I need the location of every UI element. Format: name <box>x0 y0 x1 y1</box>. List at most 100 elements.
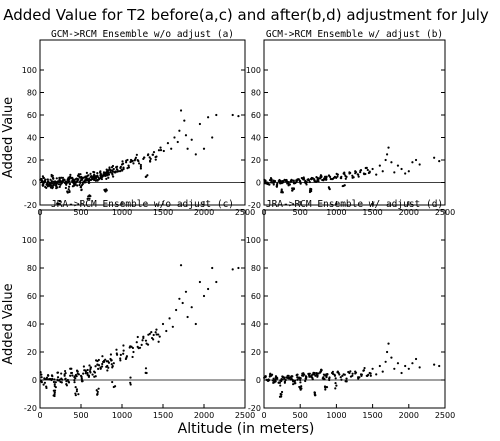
data-point <box>112 362 115 365</box>
data-point <box>272 377 275 380</box>
data-point <box>88 177 91 180</box>
data-point <box>52 177 55 180</box>
data-point <box>49 186 52 189</box>
data-point <box>88 181 91 184</box>
data-point <box>171 325 174 328</box>
data-point <box>307 178 310 181</box>
data-point <box>280 378 283 381</box>
data-point <box>139 163 142 167</box>
data-point <box>411 161 414 164</box>
data-point <box>173 136 176 139</box>
data-point <box>287 184 290 187</box>
data-point <box>211 136 214 139</box>
y-tick-label: -20 <box>24 201 37 210</box>
data-point <box>84 181 87 184</box>
data-point <box>384 360 387 363</box>
data-point <box>157 149 161 152</box>
data-point <box>357 377 360 380</box>
data-point <box>65 380 68 383</box>
data-point <box>76 370 79 373</box>
data-point <box>42 176 45 180</box>
data-point <box>289 378 292 381</box>
x-tick-label: 1500 <box>153 208 173 217</box>
data-point <box>375 173 378 176</box>
panel-title: JRA->RCM Ensemble w/ adjust (d) <box>266 199 443 210</box>
data-point <box>147 333 150 336</box>
data-point <box>105 360 108 363</box>
data-point <box>127 166 131 169</box>
data-point <box>341 374 344 377</box>
data-point <box>49 182 52 185</box>
data-point <box>119 170 122 173</box>
data-point <box>40 373 43 376</box>
y-tick-label: 80 <box>27 264 37 273</box>
data-point <box>320 368 323 372</box>
data-point <box>438 160 441 163</box>
data-point <box>115 166 118 169</box>
data-point <box>60 381 63 384</box>
data-point <box>369 374 372 377</box>
data-point <box>280 393 283 396</box>
data-point <box>68 190 71 194</box>
data-point <box>66 178 69 181</box>
data-point <box>364 166 367 170</box>
y-tick-label: 20 <box>251 156 261 165</box>
data-point <box>89 368 92 371</box>
data-point <box>396 164 400 167</box>
data-point <box>131 346 135 350</box>
data-point <box>146 154 150 157</box>
data-point <box>168 317 171 320</box>
data-point <box>116 168 119 171</box>
data-point <box>45 385 48 388</box>
data-point <box>79 173 82 176</box>
data-point <box>108 167 111 171</box>
data-point <box>46 374 50 377</box>
data-point <box>115 352 118 355</box>
data-point <box>325 386 329 389</box>
data-point <box>136 335 139 339</box>
data-point <box>339 376 342 379</box>
data-point <box>99 176 102 179</box>
x-tick-label: 500 <box>293 208 308 217</box>
data-point <box>280 390 284 394</box>
x-tick-label: 500 <box>293 411 308 420</box>
y-tick-label: 20 <box>27 348 37 357</box>
data-point <box>207 116 210 119</box>
data-point <box>51 374 54 378</box>
data-point <box>301 374 304 377</box>
data-point <box>283 380 287 383</box>
data-point <box>407 367 410 370</box>
data-point <box>69 173 72 176</box>
data-point <box>150 331 153 334</box>
data-point <box>96 390 99 394</box>
data-point <box>327 186 330 189</box>
x-tick-label: 2500 <box>235 411 255 420</box>
data-point <box>354 372 357 375</box>
data-point <box>231 268 234 271</box>
x-tick-label: 500 <box>73 411 88 420</box>
data-point <box>313 394 317 397</box>
data-point <box>88 194 91 197</box>
data-point <box>387 146 390 149</box>
x-axis-label: Altitude (in meters) <box>178 421 315 437</box>
x-tick-label: 1500 <box>362 208 382 217</box>
data-point <box>334 377 337 380</box>
data-point <box>295 180 298 184</box>
data-point <box>107 176 110 179</box>
data-point <box>179 264 183 267</box>
data-point <box>313 178 316 181</box>
data-point <box>400 371 403 375</box>
plot-frame <box>39 39 246 206</box>
data-point <box>41 183 44 187</box>
data-point <box>141 339 144 342</box>
plot-frame <box>263 39 446 206</box>
y-tick-label: 40 <box>251 320 261 329</box>
y-tick-label: 40 <box>27 320 37 329</box>
data-point <box>42 383 45 386</box>
data-point <box>75 180 79 183</box>
data-point <box>139 165 142 168</box>
data-point <box>96 171 99 175</box>
data-point <box>202 294 206 298</box>
figure-title: Added Value for T2 before(a,c) and after… <box>3 6 489 24</box>
